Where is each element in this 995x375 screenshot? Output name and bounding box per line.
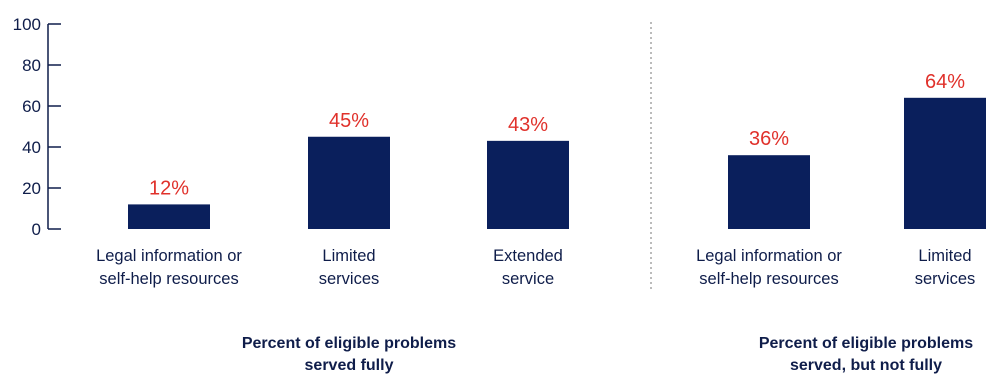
- group-label: served fully: [305, 357, 394, 374]
- y-axis: 0 20 40 60 80 100: [13, 15, 652, 290]
- category-label: service: [502, 270, 554, 288]
- bar-value-label: 43%: [508, 114, 548, 136]
- bar-value-label: 64%: [925, 71, 965, 93]
- bar: [128, 204, 210, 229]
- group-label: served, but not fully: [790, 357, 942, 374]
- category-label: self-help resources: [699, 270, 838, 288]
- bar: [904, 97, 986, 229]
- bar-value-label: 36%: [749, 128, 789, 150]
- y-tick-label: 60: [22, 97, 41, 116]
- bar-value-label: 12%: [149, 177, 189, 199]
- y-tick-label: 100: [13, 15, 41, 34]
- category-label: Legal information or: [96, 247, 242, 265]
- bar-value-label: 45%: [329, 110, 369, 132]
- y-tick-label: 80: [22, 56, 41, 75]
- bar: [308, 136, 390, 229]
- category-label: services: [319, 270, 380, 288]
- category-label: Extended: [493, 247, 563, 265]
- bars: [128, 97, 986, 229]
- bar: [728, 155, 810, 229]
- group-label: Percent of eligible problems: [242, 335, 456, 352]
- y-tick-label: 0: [32, 220, 41, 239]
- y-tick-label: 40: [22, 138, 41, 157]
- category-label: self-help resources: [99, 270, 238, 288]
- category-label: Legal information or: [696, 247, 842, 265]
- labels: 12% Legal information or self-help resourc…: [96, 71, 975, 374]
- group-label: Percent of eligible problems: [759, 335, 973, 352]
- category-label: Limited: [918, 247, 971, 265]
- bar: [487, 140, 569, 229]
- y-tick-label: 20: [22, 179, 41, 198]
- category-label: Limited: [322, 247, 375, 265]
- category-label: services: [915, 270, 976, 288]
